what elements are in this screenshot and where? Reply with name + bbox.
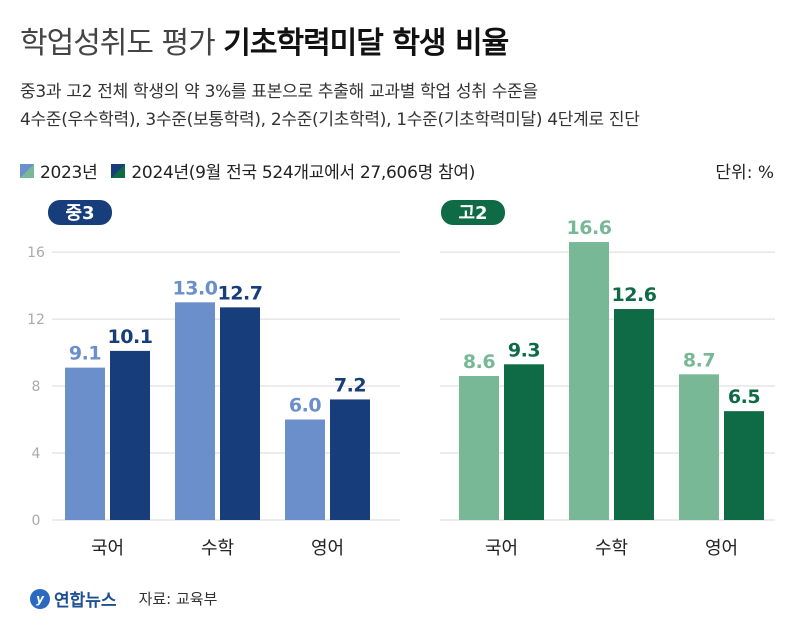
legend-label-2024: 2024년(9월 전국 524개교에서 27,606명 참여) [131, 163, 476, 183]
footer: y 연합뉴스 자료: 교육부 [30, 586, 217, 611]
bar-chart: 0 4 8 12 16 중3 9.1 10.1 국어 13.0 12.7 수학 6.0 7.2 영어 고2 8.… [27, 200, 775, 559]
legend-swatch-2023 [20, 163, 34, 178]
high-category-label: 국어 [485, 538, 518, 559]
high-category-label: 영어 [705, 538, 738, 559]
middle-category-label: 국어 [91, 538, 124, 559]
legend-swatch-2024 [111, 163, 126, 178]
middle-badge [48, 200, 112, 225]
y-tick-label: 4 [32, 446, 41, 462]
middle-bar [110, 350, 150, 520]
logo-text: 연합뉴스 [54, 591, 117, 611]
subtitle: 중3과 고2 전체 학생의 약 3%를 표본으로 추출해 교과별 학업 성취 수… [20, 78, 640, 134]
middle-category-label: 수학 [201, 538, 234, 559]
y-tick-label: 12 [27, 312, 45, 328]
subtitle-line-2: 4수준(우수학력), 3수준(보통학력), 2수준(기초학력), 1수준(기초학… [20, 110, 640, 130]
yonhap-logo: y 연합뉴스 [30, 586, 117, 611]
subtitle-line-1: 중3과 고2 전체 학생의 약 3%를 표본으로 추출해 교과별 학업 성취 수… [20, 82, 538, 102]
title-bold: 기초학력미달 학생 비율 [223, 26, 509, 61]
high-data-label: 8.7 [683, 349, 715, 371]
unit-label: 단위: % [715, 163, 774, 183]
high-bar [679, 374, 719, 520]
title-light: 학업성취도 평가 [20, 26, 224, 61]
legend: 2023년 2024년(9월 전국 524개교에서 27,606명 참여) [20, 158, 489, 183]
high-data-label: 12.6 [612, 284, 657, 306]
middle-bar [220, 307, 260, 520]
y-tick-label: 16 [27, 245, 45, 261]
middle-data-label: 10.1 [108, 326, 153, 348]
high-badge [441, 200, 505, 225]
high-bar [459, 376, 499, 520]
high-data-label: 8.6 [463, 351, 495, 373]
high-bar [614, 309, 654, 520]
middle-bar [330, 399, 370, 520]
middle-data-label: 6.0 [289, 395, 321, 417]
legend-label-2023: 2023년 [40, 163, 98, 183]
high-bar [724, 411, 764, 520]
y-tick-label: 0 [32, 513, 41, 529]
high-category-label: 수학 [595, 538, 628, 559]
high-data-label: 16.6 [567, 217, 612, 239]
yonhap-logo-icon: y [30, 588, 50, 609]
middle-bar [65, 367, 105, 520]
chart-title: 학업성취도 평가 기초학력미달 학생 비율 [20, 18, 509, 62]
middle-category-label: 영어 [311, 538, 344, 559]
source-text: 자료: 교육부 [138, 590, 218, 608]
high-bar [504, 364, 544, 520]
y-tick-label: 8 [32, 379, 41, 395]
middle-bar [175, 302, 215, 520]
legend-item-2023: 2023년 [20, 158, 98, 183]
high-badge-label: 고2 [458, 203, 487, 224]
high-data-label: 6.5 [728, 386, 760, 408]
middle-data-label: 9.1 [69, 343, 101, 365]
middle-bar [285, 419, 325, 520]
middle-data-label: 13.0 [173, 277, 218, 299]
middle-data-label: 12.7 [218, 282, 263, 304]
middle-data-label: 7.2 [334, 374, 366, 396]
high-bar [569, 242, 609, 520]
high-data-label: 9.3 [508, 339, 540, 361]
middle-badge-label: 중3 [65, 203, 94, 224]
legend-item-2024: 2024년(9월 전국 524개교에서 27,606명 참여) [111, 158, 475, 183]
